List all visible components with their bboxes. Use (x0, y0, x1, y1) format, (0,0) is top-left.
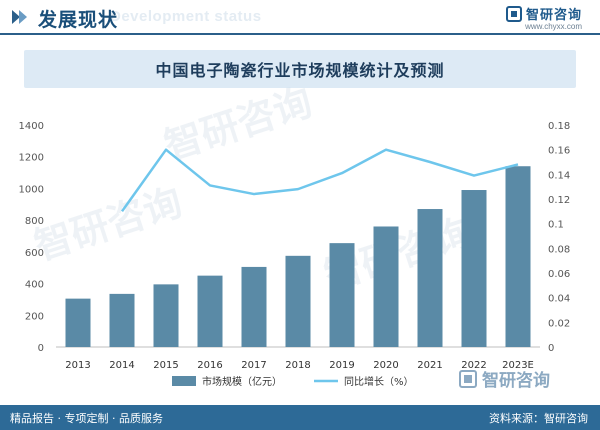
x-tick-label: 2015 (153, 360, 178, 371)
y-right-tick-label: 0.04 (548, 294, 570, 305)
y-right-tick-label: 0.08 (548, 244, 570, 255)
bar (285, 255, 311, 347)
y-left-tick-label: 1400 (19, 121, 44, 132)
bar (329, 243, 355, 347)
brand-logo-icon (505, 5, 522, 22)
header: Development status 发展现状 智研咨询 www.chyxx.c… (0, 0, 600, 38)
x-tick-label: 2017 (241, 360, 266, 371)
footer-source: 资料来源：智研咨询 (489, 412, 588, 425)
bar (417, 209, 443, 347)
watermark: 智研咨询 智研咨询 智研咨询 (29, 80, 477, 299)
chart: 智研咨询 智研咨询 智研咨询 0 200 400 600 800 1000 1200 1400… (19, 80, 571, 391)
bar (197, 275, 223, 347)
y-left-tick-label: 0 (38, 343, 44, 354)
bar (373, 226, 399, 347)
legend-label-bar: 市场规模（亿元） (202, 375, 282, 388)
x-tick-label: 2022 (461, 360, 486, 371)
footer-tagline: 精品报告 · 专项定制 · 品质服务 (10, 412, 163, 425)
bar (461, 190, 487, 347)
legend-swatch-bar (172, 376, 196, 386)
y-right-tick-label: 0 (548, 343, 554, 354)
y-left-tick-label: 400 (25, 280, 44, 291)
y-left-tick-label: 1200 (19, 153, 44, 164)
y-right-tick-label: 0.16 (548, 146, 570, 157)
x-tick-label: 2019 (329, 360, 354, 371)
legend: 市场规模（亿元） 同比增长（%） (172, 375, 414, 388)
y-left-tick-label: 600 (25, 248, 44, 259)
bar (65, 298, 91, 347)
brand: 智研咨询 www.chyxx.com (505, 4, 582, 31)
x-tick-label: 2021 (417, 360, 442, 371)
header-divider (0, 33, 600, 35)
section-bullet-icon (12, 10, 27, 24)
x-tick-label: 2016 (197, 360, 222, 371)
y-right-tick-label: 0.12 (548, 195, 570, 206)
y-right-tick-label: 0.14 (548, 170, 570, 181)
svg-text:智研咨询: 智研咨询 (159, 80, 317, 169)
bar (505, 166, 531, 347)
brand-url: www.chyxx.com (525, 22, 582, 31)
chart-title: 中国电子陶瓷行业市场规模统计及预测 (155, 61, 445, 80)
bar (241, 266, 267, 347)
y-right-tick-label: 0.1 (548, 220, 564, 231)
y-left-tick-label: 200 (25, 311, 44, 322)
x-tick-label: 2018 (285, 360, 310, 371)
x-tick-label: 2020 (373, 360, 398, 371)
svg-text:智研咨询: 智研咨询 (29, 180, 187, 269)
brand-name: 智研咨询 (525, 8, 582, 23)
source-brand (459, 370, 477, 388)
header-title: 发展现状 (38, 9, 119, 31)
x-tick-label: 2023E (502, 360, 534, 371)
growth-line (120, 148, 519, 213)
header-subtitle: Development status (110, 8, 262, 25)
source-brand-name: 智研咨询 (482, 370, 550, 391)
y-right-tick-label: 0.18 (548, 121, 570, 132)
y-left-tick-label: 800 (25, 216, 44, 227)
bar (153, 284, 179, 347)
y-right-tick-label: 0.02 (548, 318, 570, 329)
chart-title-bar: 中国电子陶瓷行业市场规模统计及预测 (24, 50, 576, 88)
legend-label-line: 同比增长（%） (344, 375, 414, 388)
bar (109, 293, 135, 347)
y-left-tick-label: 1000 (19, 184, 44, 195)
x-tick-label: 2013 (65, 360, 90, 371)
x-tick-label: 2014 (109, 360, 134, 371)
footer: 精品报告 · 专项定制 · 品质服务 资料来源：智研咨询 (0, 405, 600, 430)
y-right-tick-label: 0.06 (548, 269, 570, 280)
